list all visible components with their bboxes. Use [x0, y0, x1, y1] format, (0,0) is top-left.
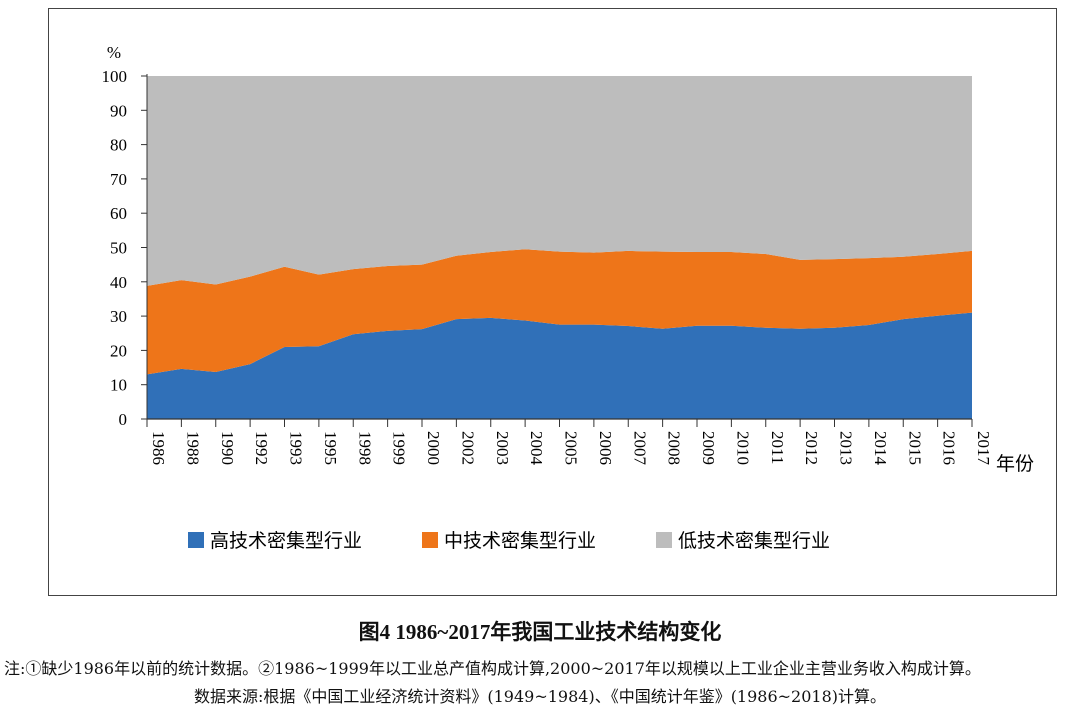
- x-tick-label: 1992: [252, 431, 271, 465]
- y-axis-unit: %: [107, 43, 121, 62]
- area-series-2: [147, 249, 972, 375]
- y-tick-label: 10: [110, 376, 127, 395]
- area-series-1: [147, 312, 972, 419]
- x-tick-label: 2016: [940, 431, 959, 465]
- x-tick-label: 2000: [424, 431, 443, 465]
- x-tick-label: 2008: [665, 431, 684, 465]
- x-tick-label: 2013: [837, 431, 856, 465]
- y-tick-label: 0: [119, 410, 128, 429]
- y-tick-label: 50: [110, 239, 127, 258]
- x-tick-label: 2009: [699, 431, 718, 465]
- legend-swatch: [188, 532, 204, 548]
- y-tick-label: 80: [110, 136, 127, 155]
- x-tick-label: 1999: [390, 431, 409, 465]
- legend-item: 高技术密集型行业: [188, 530, 362, 552]
- x-tick-label: 2011: [768, 431, 787, 464]
- y-tick-label: 40: [110, 273, 127, 292]
- x-tick-label: 2015: [905, 431, 924, 465]
- legend-label: 高技术密集型行业: [210, 530, 362, 552]
- figure-title: 图4 1986~2017年我国工业技术结构变化: [358, 620, 722, 644]
- y-tick-label: 70: [110, 170, 127, 189]
- x-tick-label: 2014: [871, 431, 890, 466]
- x-tick-label: 2010: [733, 431, 752, 465]
- y-tick-label: 30: [110, 307, 127, 326]
- stacked-area-chart: 0 10 20 30 40 50 60 70 80 90 100 1986 1988 1990 1992 19…: [48, 8, 1057, 596]
- x-tick-label: 1986: [149, 431, 168, 465]
- x-tick-label: 2007: [630, 431, 649, 466]
- x-tick-label: 2012: [802, 431, 821, 465]
- x-axis-label: 年份: [996, 453, 1034, 475]
- y-tick-label: 100: [102, 67, 128, 86]
- x-tick-label: 1988: [183, 431, 202, 465]
- x-tick-label: 2006: [596, 431, 615, 465]
- legend-item: 中技术密集型行业: [422, 530, 596, 552]
- legend-item: 低技术密集型行业: [656, 530, 830, 552]
- legend-swatch: [656, 532, 672, 548]
- y-tick-label: 90: [110, 101, 127, 120]
- figure-note: 注:①缺少1986年以前的统计数据。②1986~1999年以工业总产值构成计算,…: [4, 659, 981, 678]
- figure-source: 数据来源:根据《中国工业经济统计资料》(1949~1984)、《中国统计年鉴》(…: [193, 687, 887, 706]
- x-tick-label: 2003: [493, 431, 512, 465]
- x-tick-label: 1995: [321, 431, 340, 465]
- legend-swatch: [422, 532, 438, 548]
- legend-label: 中技术密集型行业: [444, 530, 596, 552]
- area-series-3: [147, 76, 972, 286]
- x-tick-label: 2017: [974, 431, 993, 466]
- x-tick-label: 2002: [458, 431, 477, 465]
- legend-label: 低技术密集型行业: [678, 530, 830, 552]
- x-tick-label: 2004: [527, 431, 546, 466]
- y-tick-label: 60: [110, 204, 127, 223]
- y-tick-label: 20: [110, 341, 127, 360]
- x-tick-label: 1993: [287, 431, 306, 465]
- x-tick-label: 1998: [355, 431, 374, 465]
- x-tick-label: 1990: [218, 431, 237, 465]
- x-tick-label: 2005: [562, 431, 581, 465]
